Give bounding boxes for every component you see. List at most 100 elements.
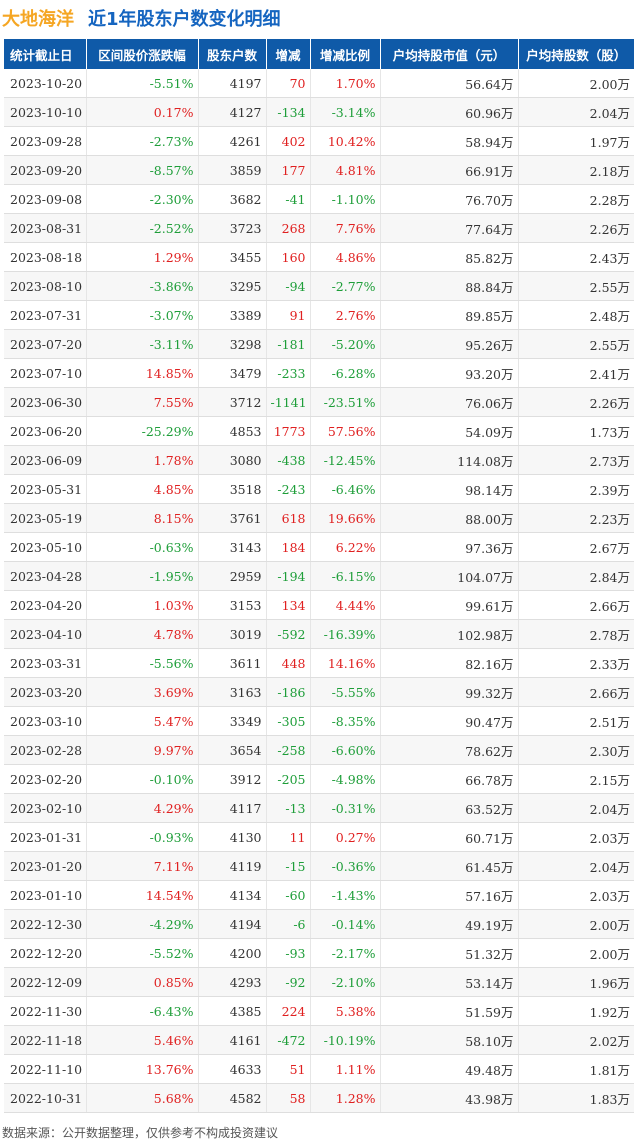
price-change-cell: -0.93% bbox=[86, 822, 199, 852]
holders-cell: 3163 bbox=[198, 677, 267, 707]
avg-shares-cell: 2.73万 bbox=[518, 445, 634, 475]
date-cell: 2022-12-20 bbox=[4, 938, 87, 968]
table-body: 2023-10-20 -5.51% 4197 70 1.70% 56.64万 2.00万 20… bbox=[4, 69, 634, 1113]
holders-cell: 3019 bbox=[198, 619, 267, 649]
date-cell: 2023-07-31 bbox=[4, 300, 87, 330]
avg-value-cell: 78.62万 bbox=[380, 735, 519, 765]
table-row: 2022-10-31 5.68% 4582 58 1.28% 43.98万 1.83万 bbox=[4, 1083, 634, 1113]
price-change-cell: 5.46% bbox=[86, 1025, 199, 1055]
price-change-cell: 7.11% bbox=[86, 851, 199, 881]
date-cell: 2023-02-28 bbox=[4, 735, 87, 765]
holders-cell: 4127 bbox=[198, 97, 267, 127]
avg-value-cell: 60.71万 bbox=[380, 822, 519, 852]
change-ratio-cell: -5.20% bbox=[310, 329, 381, 359]
avg-value-cell: 88.84万 bbox=[380, 271, 519, 301]
holders-cell: 3859 bbox=[198, 155, 267, 185]
change-cell: -243 bbox=[266, 474, 311, 504]
avg-shares-cell: 2.55万 bbox=[518, 271, 634, 301]
date-cell: 2023-04-10 bbox=[4, 619, 87, 649]
change-ratio-cell: 4.44% bbox=[310, 590, 381, 620]
holders-cell: 3682 bbox=[198, 184, 267, 214]
change-cell: -1141 bbox=[266, 387, 311, 417]
date-cell: 2023-05-31 bbox=[4, 474, 87, 504]
avg-value-cell: 66.91万 bbox=[380, 155, 519, 185]
table-row: 2023-03-10 5.47% 3349 -305 -8.35% 90.47万 2.51万 bbox=[4, 706, 634, 736]
price-change-cell: 4.29% bbox=[86, 793, 199, 823]
avg-value-cell: 57.16万 bbox=[380, 880, 519, 910]
avg-value-cell: 58.94万 bbox=[380, 126, 519, 156]
change-ratio-cell: -1.43% bbox=[310, 880, 381, 910]
change-cell: 224 bbox=[266, 996, 311, 1026]
date-cell: 2022-11-18 bbox=[4, 1025, 87, 1055]
holders-cell: 4633 bbox=[198, 1054, 267, 1084]
change-cell: 177 bbox=[266, 155, 311, 185]
date-cell: 2023-07-20 bbox=[4, 329, 87, 359]
holders-cell: 3389 bbox=[198, 300, 267, 330]
avg-value-cell: 51.32万 bbox=[380, 938, 519, 968]
avg-shares-cell: 2.15万 bbox=[518, 764, 634, 794]
holders-cell: 3761 bbox=[198, 503, 267, 533]
table-row: 2023-02-28 9.97% 3654 -258 -6.60% 78.62万 2.30万 bbox=[4, 735, 634, 765]
avg-shares-cell: 2.04万 bbox=[518, 793, 634, 823]
table-row: 2023-02-20 -0.10% 3912 -205 -4.98% 66.78万 2.15… bbox=[4, 764, 634, 794]
change-ratio-cell: -5.55% bbox=[310, 677, 381, 707]
avg-shares-cell: 2.55万 bbox=[518, 329, 634, 359]
holders-cell: 2959 bbox=[198, 561, 267, 591]
holders-cell: 3712 bbox=[198, 387, 267, 417]
avg-shares-cell: 2.18万 bbox=[518, 155, 634, 185]
holders-cell: 4117 bbox=[198, 793, 267, 823]
change-ratio-cell: -0.31% bbox=[310, 793, 381, 823]
change-cell: 268 bbox=[266, 213, 311, 243]
date-cell: 2023-10-20 bbox=[4, 69, 87, 98]
table-row: 2023-06-09 1.78% 3080 -438 -12.45% 114.08万 2.7… bbox=[4, 445, 634, 475]
avg-value-cell: 98.14万 bbox=[380, 474, 519, 504]
holders-cell: 4194 bbox=[198, 909, 267, 939]
table-row: 2022-12-30 -4.29% 4194 -6 -0.14% 49.19万 2.00万 bbox=[4, 909, 634, 939]
table-row: 2023-07-20 -3.11% 3298 -181 -5.20% 95.26万 2.55… bbox=[4, 329, 634, 359]
change-cell: -258 bbox=[266, 735, 311, 765]
change-ratio-cell: -3.14% bbox=[310, 97, 381, 127]
change-ratio-cell: 10.42% bbox=[310, 126, 381, 156]
date-cell: 2023-01-20 bbox=[4, 851, 87, 881]
date-cell: 2023-06-30 bbox=[4, 387, 87, 417]
holders-cell: 3611 bbox=[198, 648, 267, 678]
price-change-cell: -8.57% bbox=[86, 155, 199, 185]
date-cell: 2023-01-31 bbox=[4, 822, 87, 852]
price-change-cell: -5.51% bbox=[86, 69, 199, 98]
holders-cell: 3912 bbox=[198, 764, 267, 794]
change-cell: 448 bbox=[266, 648, 311, 678]
change-cell: -305 bbox=[266, 706, 311, 736]
price-change-cell: -6.43% bbox=[86, 996, 199, 1026]
change-cell: -186 bbox=[266, 677, 311, 707]
date-cell: 2022-11-10 bbox=[4, 1054, 87, 1084]
holders-cell: 4119 bbox=[198, 851, 267, 881]
avg-shares-cell: 2.39万 bbox=[518, 474, 634, 504]
avg-value-cell: 58.10万 bbox=[380, 1025, 519, 1055]
holders-cell: 3455 bbox=[198, 242, 267, 272]
holders-cell: 3654 bbox=[198, 735, 267, 765]
date-cell: 2023-04-28 bbox=[4, 561, 87, 591]
date-cell: 2023-02-10 bbox=[4, 793, 87, 823]
change-cell: 160 bbox=[266, 242, 311, 272]
avg-value-cell: 53.14万 bbox=[380, 967, 519, 997]
table-row: 2023-04-20 1.03% 3153 134 4.44% 99.61万 2.66万 bbox=[4, 590, 634, 620]
change-ratio-cell: -1.10% bbox=[310, 184, 381, 214]
change-cell: -15 bbox=[266, 851, 311, 881]
change-ratio-cell: 7.76% bbox=[310, 213, 381, 243]
change-ratio-cell: 1.28% bbox=[310, 1083, 381, 1113]
table-row: 2023-06-30 7.55% 3712 -1141 -23.51% 76.06万 2.2… bbox=[4, 387, 634, 417]
date-cell: 2023-08-18 bbox=[4, 242, 87, 272]
avg-value-cell: 89.85万 bbox=[380, 300, 519, 330]
date-cell: 2023-08-31 bbox=[4, 213, 87, 243]
table-row: 2022-11-10 13.76% 4633 51 1.11% 49.48万 1.81万 bbox=[4, 1054, 634, 1084]
change-cell: -438 bbox=[266, 445, 311, 475]
date-cell: 2023-09-08 bbox=[4, 184, 87, 214]
avg-value-cell: 60.96万 bbox=[380, 97, 519, 127]
change-cell: -134 bbox=[266, 97, 311, 127]
date-cell: 2023-05-10 bbox=[4, 532, 87, 562]
holders-cell: 3295 bbox=[198, 271, 267, 301]
change-cell: -233 bbox=[266, 358, 311, 388]
table-row: 2022-12-20 -5.52% 4200 -93 -2.17% 51.32万 2.00万 bbox=[4, 938, 634, 968]
price-change-cell: -1.95% bbox=[86, 561, 199, 591]
price-change-cell: -0.63% bbox=[86, 532, 199, 562]
